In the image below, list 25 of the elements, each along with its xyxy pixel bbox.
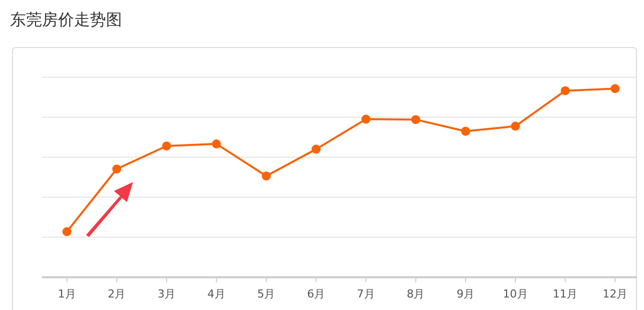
x-tick-label: 10月 [502,287,528,300]
point [610,84,620,94]
x-tick-label: 9月 [456,287,475,300]
point [361,114,370,124]
point [162,141,172,150]
x-tick-label: 3月 [158,287,176,300]
x-tick-label: 11月 [552,287,578,300]
point [560,86,570,96]
point [62,227,72,236]
point [461,126,470,136]
x-tick-label: 2月 [108,287,126,300]
chart-title: 东莞房价走势图 [10,10,122,29]
x-tick-label: 7月 [356,287,375,300]
x-tick-label: 5月 [257,287,276,300]
x-tick-label: 1月 [58,287,76,300]
point [510,122,520,131]
x-tick-label: 12月 [602,287,628,300]
point [411,115,420,124]
point [212,139,221,148]
point [112,164,122,174]
x-tick-label: 4月 [207,287,226,300]
point [312,144,321,154]
point [262,171,271,180]
x-tick-label: 8月 [406,287,425,300]
x-tick-label: 6月 [307,287,326,300]
